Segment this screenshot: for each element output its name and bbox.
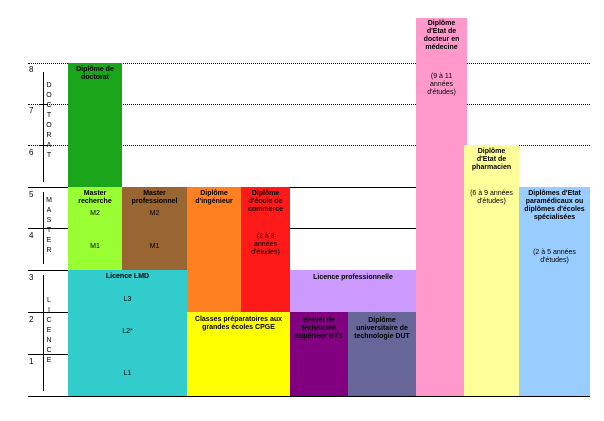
- pharmacien-note: (6 à 9 années d'études): [470, 190, 513, 205]
- pharmacien-title: Diplôme d'Etat de pharmacien: [471, 148, 512, 171]
- paramedicaux-note: (2 à 5 années d'études): [533, 249, 576, 264]
- level-number: 8: [29, 65, 34, 74]
- gridline-6: [28, 145, 590, 146]
- paramedicaux-title: Diplômes d'Etat paramédicaux ou diplômes…: [524, 190, 585, 221]
- level-number: 5: [29, 190, 34, 199]
- master-pro-m1: M1: [149, 243, 160, 250]
- licence-lmd-l1: L1: [123, 370, 132, 377]
- master-recherche-title: Master recherche: [78, 190, 112, 205]
- licence-lmd-title: Licence LMD: [105, 273, 150, 280]
- dut-block: Diplôme universitaire de technologie DUT: [348, 312, 416, 396]
- level-number: 6: [29, 148, 34, 157]
- medecine-title: Diplôme d'Etat de docteur en médecine: [423, 20, 460, 51]
- axis-line-doctorat: [43, 72, 44, 182]
- dut-title: Diplôme universitaire de technologie DUT: [354, 317, 410, 340]
- ingenieur-title: Diplôme d'ingénieur: [195, 190, 233, 205]
- axis-tick: [40, 145, 48, 146]
- commerce-title: Diplôme d'école de commerce: [247, 190, 284, 213]
- master-pro-block: Master professionnel M2 M1: [122, 187, 187, 270]
- doctorat-block: Diplôme de doctorat: [68, 63, 122, 187]
- master-pro-m2: M2: [149, 210, 160, 217]
- doctorat-title: Diplôme de doctorat: [76, 66, 114, 81]
- licence-lmd-l3: L3: [123, 296, 132, 303]
- ingenieur-block: Diplôme d'ingénieur: [187, 187, 241, 312]
- master-recherche-m1: M1: [90, 243, 100, 250]
- level-number: 2: [29, 315, 34, 324]
- axis-tick: [40, 312, 48, 313]
- bts-title: Brevet de technicien supérieur BTS: [295, 317, 343, 340]
- bts-block: Brevet de technicien supérieur BTS: [290, 312, 348, 396]
- master-recherche-m2: M2: [90, 210, 100, 217]
- commerce-block: Diplôme d'école de commerce (2 à 3 année…: [241, 187, 290, 312]
- licence-pro-block: Licence professionnelle: [290, 270, 416, 312]
- licence-lmd-l2: L2*: [122, 328, 133, 335]
- medecine-block: Diplôme d'Etat de docteur en médecine (9…: [416, 18, 467, 396]
- axis-tick: [40, 104, 48, 105]
- baseline: [28, 396, 590, 397]
- level-number: 3: [29, 273, 34, 282]
- medecine-note: (9 à 11 années d'études): [427, 73, 456, 96]
- paramedicaux-block: Diplômes d'Etat paramédicaux ou diplômes…: [519, 187, 590, 396]
- master-recherche-block: Master recherche M2 M1: [68, 187, 122, 270]
- gridline-5: [28, 187, 590, 188]
- cpge-block: Classes préparatoires aux grandes écoles…: [187, 312, 290, 396]
- licence-pro-title: Licence professionnelle: [313, 274, 393, 281]
- level-number: 4: [29, 231, 34, 240]
- gridline-7: [28, 104, 590, 105]
- axis-tick: [40, 228, 48, 229]
- axis-line-licence: [43, 275, 44, 391]
- cpge-title: Classes préparatoires aux grandes écoles…: [194, 316, 283, 331]
- level-number: 1: [29, 357, 34, 366]
- commerce-note: (2 à 3 années d'études): [251, 233, 280, 256]
- master-pro-title: Master professionnel: [131, 190, 178, 205]
- pharmacien-block: Diplôme d'Etat de pharmacien (6 à 9 anné…: [464, 145, 519, 396]
- axis-tick: [40, 354, 48, 355]
- licence-lmd-block: Licence LMD L3 L2* L1: [68, 270, 187, 396]
- gridline-8: [28, 63, 590, 64]
- level-number: 7: [29, 106, 34, 115]
